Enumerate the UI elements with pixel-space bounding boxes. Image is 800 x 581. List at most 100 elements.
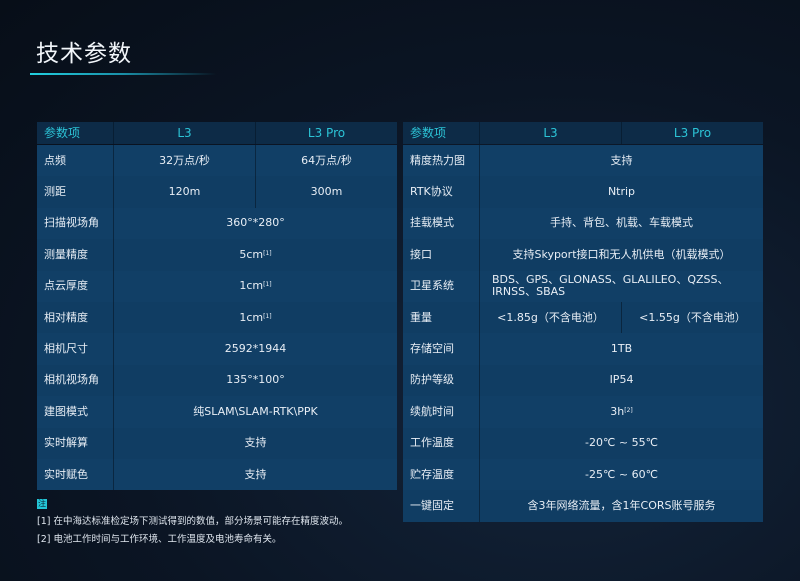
row-value: 支持	[113, 427, 397, 459]
header-cell: L3 Pro	[621, 122, 763, 144]
value-text: 32万点/秒	[159, 153, 210, 167]
header-cell: L3	[479, 122, 621, 144]
value-text: -20℃ ~ 55℃	[585, 436, 658, 450]
row-label: 工作温度	[410, 436, 454, 450]
value-text: 120m	[168, 185, 201, 199]
row-label: 相对精度	[44, 310, 88, 324]
table-row: 工作温度 -20℃ ~ 55℃	[403, 427, 763, 459]
row-value: 64万点/秒	[255, 145, 397, 177]
header-cell: L3	[113, 122, 255, 144]
header-cell: L3 Pro	[255, 122, 397, 144]
row-value: <1.85g（不含电池）	[479, 301, 621, 334]
row-value: 360°*280°	[113, 207, 397, 240]
value-text: 360°*280°	[226, 216, 285, 230]
table-row: 存储空间 1TB	[403, 333, 763, 365]
value-text: 2592*1944	[224, 342, 287, 356]
table-row: 实时赋色 支持	[37, 458, 397, 491]
row-value: 3h [2]	[479, 396, 763, 428]
table-row: 一键固定 含3年网络流量，含1年CORS账号服务	[403, 490, 763, 522]
row-label: 重量	[410, 310, 432, 324]
row-value: 135°*100°	[113, 364, 397, 397]
row-label: RTK协议	[410, 185, 453, 199]
row-label: 挂载模式	[410, 216, 454, 230]
footnotes: 注 [1] 在中海达标准检定场下测试得到的数值，部分场景可能存在精度波动。 [2…	[37, 498, 348, 549]
table-row: 测距 120m 300m	[37, 176, 397, 208]
table-row: 测量精度 5cm [1]	[37, 239, 397, 271]
value-text: BDS、GPS、GLONASS、GLALILEO、QZSS、IRNSS、SBAS	[492, 273, 729, 299]
table-row: 精度热力图 支持	[403, 145, 763, 177]
value-text: 300m	[310, 185, 343, 199]
value-text: IP54	[609, 373, 634, 387]
row-label: 测距	[44, 185, 66, 199]
footnote-ref: [2]	[624, 406, 633, 414]
row-label: 实时解算	[44, 436, 88, 450]
value-text: Ntrip	[607, 185, 636, 199]
row-value: 1cm [1]	[113, 270, 397, 302]
value-text: 64万点/秒	[301, 153, 352, 167]
value-text: 3h	[610, 404, 625, 418]
value-text: <1.85g（不含电池）	[497, 310, 604, 324]
footnote-ref: [1]	[263, 312, 272, 320]
table-row: 点云厚度 1cm [1]	[37, 270, 397, 302]
row-label: 相机尺寸	[44, 342, 88, 356]
value-text: 支持	[610, 153, 633, 167]
row-label: 精度热力图	[410, 153, 465, 167]
row-label: 测量精度	[44, 247, 88, 261]
row-label: 防护等级	[410, 373, 454, 387]
value-text: 手持、背包、机载、车载模式	[550, 216, 693, 230]
value-text: <1.55g（不含电池）	[639, 310, 746, 324]
row-value: 1TB	[479, 333, 763, 365]
value-text: 纯SLAM\SLAM-RTK\PPK	[193, 404, 318, 418]
spec-table-left: 参数项 L3 L3 Pro 点频 32万点/秒 64万点/秒测距 120m 300m 扫描视场角…	[37, 122, 397, 491]
footnote-ref: [1]	[263, 281, 272, 289]
table-row: 建图模式 纯SLAM\SLAM-RTK\PPK	[37, 396, 397, 428]
row-value: 含3年网络流量，含1年CORS账号服务	[479, 490, 763, 522]
value-text: 1cm	[239, 310, 264, 324]
row-label: 贮存温度	[410, 467, 454, 481]
row-value: <1.55g（不含电池）	[621, 301, 763, 334]
table-row: 相机尺寸 2592*1944	[37, 333, 397, 365]
row-label: 卫星系统	[410, 279, 454, 293]
row-value: Ntrip	[479, 176, 763, 208]
table-row: 卫星系统 BDS、GPS、GLONASS、GLALILEO、QZSS、IRNSS、…	[403, 270, 763, 302]
row-value: IP54	[479, 364, 763, 397]
value-text: 1TB	[610, 342, 633, 356]
row-value: 120m	[113, 176, 255, 208]
title-underline	[30, 73, 216, 75]
table-row: 重量 <1.85g（不含电池） <1.55g（不含电池）	[403, 301, 763, 334]
table-row: 实时解算 支持	[37, 427, 397, 459]
value-text: -25℃ ~ 60℃	[585, 467, 658, 481]
row-value: 支持	[479, 145, 763, 177]
row-label: 一键固定	[410, 498, 454, 512]
row-label: 实时赋色	[44, 467, 88, 481]
table-row: RTK协议 Ntrip	[403, 176, 763, 208]
table-row: 扫描视场角 360°*280°	[37, 207, 397, 240]
value-text: 支持	[244, 467, 267, 481]
row-value: 300m	[255, 176, 397, 208]
row-value: 支持Skyport接口和无人机供电（机载模式）	[479, 239, 763, 271]
row-value: 支持	[113, 458, 397, 491]
value-text: 支持	[244, 436, 267, 450]
row-label: 点云厚度	[44, 279, 88, 293]
row-value: 纯SLAM\SLAM-RTK\PPK	[113, 396, 397, 428]
row-label: 续航时间	[410, 404, 454, 418]
value-text: 支持Skyport接口和无人机供电（机载模式）	[512, 247, 731, 261]
row-value: -25℃ ~ 60℃	[479, 458, 763, 491]
value-text: 1cm	[239, 279, 264, 293]
header-cell: 参数项	[44, 126, 81, 140]
table-row: 点频 32万点/秒 64万点/秒	[37, 145, 397, 177]
row-label: 点频	[44, 153, 66, 167]
table-header: 参数项 L3 L3 Pro	[37, 122, 397, 144]
row-label: 建图模式	[44, 404, 88, 418]
row-label: 相机视场角	[44, 373, 99, 387]
value-text: 135°*100°	[226, 373, 285, 387]
table-row: 挂载模式 手持、背包、机载、车载模式	[403, 207, 763, 240]
row-label: 存储空间	[410, 342, 454, 356]
row-value: 1cm [1]	[113, 301, 397, 334]
footnote-ref: [1]	[263, 249, 272, 257]
table-row: 相机视场角 135°*100°	[37, 364, 397, 397]
table-row: 防护等级 IP54	[403, 364, 763, 397]
value-text: 含3年网络流量，含1年CORS账号服务	[527, 498, 716, 512]
row-value: -20℃ ~ 55℃	[479, 427, 763, 459]
row-value: 手持、背包、机载、车载模式	[479, 207, 763, 240]
